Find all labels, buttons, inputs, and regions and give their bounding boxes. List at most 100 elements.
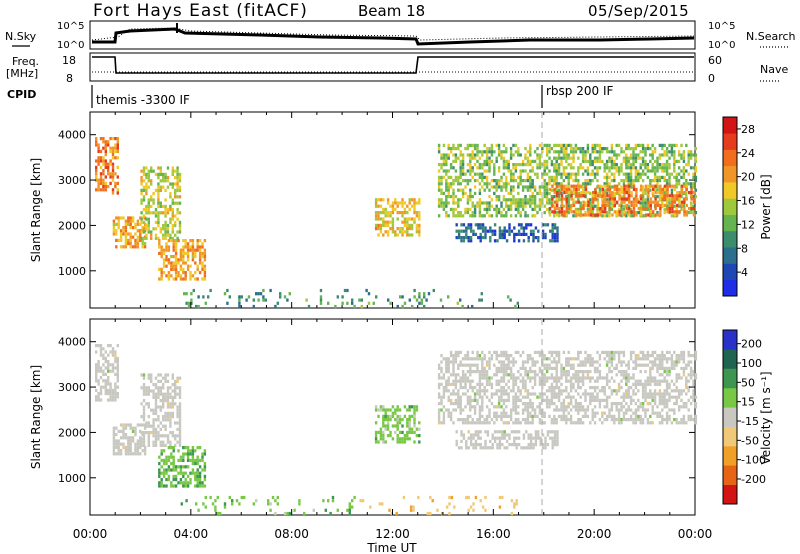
scatter-cell (521, 408, 525, 412)
scatter-cell (186, 474, 190, 478)
scatter-cell (379, 437, 383, 441)
scatter-cell (107, 185, 110, 189)
scatter-cell (471, 201, 474, 205)
scatter-cell (581, 172, 585, 176)
scatter-cell (673, 418, 676, 422)
scatter-cell (617, 421, 621, 425)
scatter-cell (496, 436, 499, 440)
noise-tick-low-right: 10^0 (708, 40, 735, 51)
scatter-cell (209, 495, 212, 500)
scatter-cell (551, 203, 554, 207)
scatter-cell (180, 502, 183, 506)
scatter-cell (203, 465, 207, 469)
scatter-cell (538, 188, 542, 192)
scatter-cell (661, 357, 664, 361)
scatter-cell (464, 354, 467, 358)
scatter-cell (683, 213, 686, 217)
scatter-cell (490, 354, 494, 358)
scatter-cell (481, 414, 484, 418)
scatter-cell (391, 411, 395, 415)
scatter-cell (689, 204, 693, 208)
scatter-cell (158, 462, 161, 466)
scatter-cell (112, 232, 116, 236)
scatter-cell (480, 298, 483, 302)
scatter-cell (485, 159, 489, 163)
scatter-cell (459, 143, 462, 147)
scatter-cell (687, 153, 690, 157)
scatter-cell (663, 175, 666, 179)
scatter-cell (131, 235, 135, 239)
scatter-cell (452, 201, 455, 205)
scatter-cell (505, 405, 508, 409)
scatter-cell (682, 370, 686, 374)
scatter-cell (680, 191, 684, 195)
scatter-cell (401, 204, 404, 208)
scatter-cell (109, 350, 112, 354)
scatter-cell (560, 194, 564, 198)
scatter-cell (139, 235, 142, 239)
scatter-cell (586, 169, 590, 173)
scatter-cell (157, 434, 160, 438)
scatter-cell (178, 411, 182, 415)
scatter-cell (166, 379, 170, 383)
scatter-cell (440, 366, 443, 370)
scatter-cell (167, 274, 171, 278)
scatter-cell (557, 376, 561, 380)
scatter-cell (490, 357, 494, 361)
scatter-cell (124, 222, 128, 226)
scatter-cell (136, 423, 140, 427)
scatter-cell (415, 408, 419, 412)
scatter-cell (466, 395, 470, 399)
scatter-cell (617, 414, 621, 418)
scatter-cell (459, 379, 462, 383)
scatter-cell (505, 389, 508, 393)
scatter-cell (169, 195, 172, 199)
scatter-cell (184, 446, 187, 450)
scatter-cell (107, 140, 110, 144)
scatter-cell (502, 354, 506, 358)
scatter-cell (102, 188, 105, 192)
scatter-cell (584, 411, 587, 415)
scatter-cell (641, 418, 645, 422)
scatter-cell (201, 261, 204, 265)
scatter-cell (203, 264, 207, 268)
scatter-cell (685, 405, 688, 409)
scatter-cell (553, 236, 557, 240)
scatter-cell (668, 350, 671, 354)
scatter-cell (623, 187, 626, 191)
scatter-cell (134, 442, 137, 446)
scatter-cell (171, 434, 174, 438)
scatter-cell (531, 179, 534, 183)
scatter-cell (150, 236, 153, 240)
scatter-cell (174, 195, 177, 199)
scatter-cell (145, 424, 148, 428)
scatter-cell (560, 210, 564, 214)
scatter-cell (531, 169, 534, 173)
scatter-cell (418, 198, 421, 202)
scatter-cell (637, 408, 640, 412)
scatter-cell (410, 198, 414, 202)
scatter-cell (634, 392, 638, 396)
scatter-cell (440, 376, 443, 380)
scatter-cell (589, 201, 592, 205)
scatter-cell (625, 402, 628, 406)
scatter-cell (577, 207, 580, 211)
scatter-cell (477, 436, 480, 440)
scatter-cell (154, 383, 158, 387)
scatter-cell (464, 147, 467, 151)
scatter-cell (169, 392, 172, 396)
scatter-cell (577, 172, 580, 176)
scatter-cell (452, 179, 455, 183)
scatter-cell (116, 363, 119, 367)
scatter-cell (389, 414, 392, 418)
scatter-cell (502, 386, 506, 390)
scatter-cell (496, 443, 499, 447)
scatter-cell (618, 213, 621, 217)
scatter-cell (663, 354, 666, 358)
scatter-cell (488, 188, 491, 192)
scatter-cell (142, 227, 146, 231)
scatter-cell (467, 236, 470, 240)
scatter-cell (162, 434, 165, 438)
scatter-cell (617, 360, 621, 364)
